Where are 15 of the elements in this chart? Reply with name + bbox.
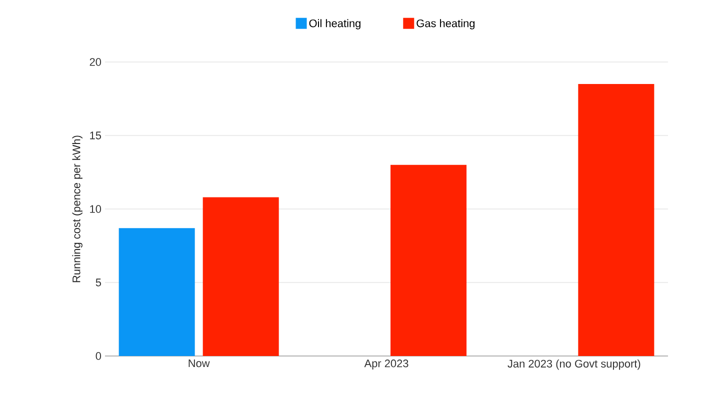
- y-tick-label: 15: [90, 132, 102, 140]
- x-tick-label: Now: [188, 360, 210, 368]
- legend-label: Gas heating: [416, 19, 475, 30]
- y-tick-label: 5: [96, 278, 102, 286]
- legend-label: Oil heating: [309, 19, 360, 30]
- bar: [202, 197, 279, 356]
- bar: [118, 228, 195, 356]
- bar: [578, 84, 654, 356]
- y-tick-label: 0: [96, 352, 102, 360]
- bar: [390, 164, 467, 356]
- y-tick-label: 20: [90, 58, 102, 66]
- x-tick-label: Jan 2023 (no Govt support): [508, 360, 640, 370]
- y-axis-title: Running cost (pence per kWh): [72, 136, 82, 282]
- y-tick-label: 10: [90, 205, 102, 213]
- x-tick-label: Apr 2023: [364, 360, 408, 370]
